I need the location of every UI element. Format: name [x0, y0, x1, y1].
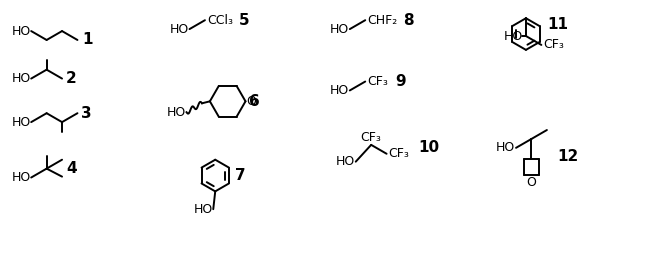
Text: 3: 3 [82, 106, 92, 121]
Text: 10: 10 [418, 140, 440, 155]
Text: HO: HO [11, 116, 30, 129]
Text: HO: HO [330, 84, 349, 97]
Text: CF₃: CF₃ [544, 39, 564, 51]
Text: 9: 9 [395, 74, 406, 89]
Text: HO: HO [504, 30, 523, 43]
Text: HO: HO [11, 171, 30, 184]
Text: 2: 2 [66, 71, 77, 86]
Text: HO: HO [11, 72, 30, 85]
Text: HO: HO [167, 106, 186, 119]
Text: CHF₂: CHF₂ [367, 14, 397, 27]
Text: O: O [526, 176, 536, 188]
Text: CF₃: CF₃ [367, 75, 388, 88]
Text: CCl₃: CCl₃ [207, 14, 233, 27]
Text: 1: 1 [82, 32, 93, 48]
Text: CF₃: CF₃ [361, 131, 382, 144]
Text: HO: HO [496, 141, 516, 154]
Text: CF₃: CF₃ [389, 147, 410, 160]
Text: O: O [247, 95, 257, 108]
Text: 4: 4 [66, 161, 77, 176]
Text: HO: HO [194, 203, 213, 216]
Text: 12: 12 [557, 149, 578, 164]
Text: 5: 5 [239, 13, 249, 28]
Text: HO: HO [170, 23, 189, 36]
Text: 6: 6 [249, 94, 260, 109]
Text: HO: HO [330, 23, 349, 36]
Text: 7: 7 [235, 168, 246, 183]
Text: 11: 11 [548, 17, 569, 32]
Text: 8: 8 [403, 13, 414, 28]
Text: HO: HO [336, 155, 355, 168]
Text: HO: HO [11, 25, 30, 37]
